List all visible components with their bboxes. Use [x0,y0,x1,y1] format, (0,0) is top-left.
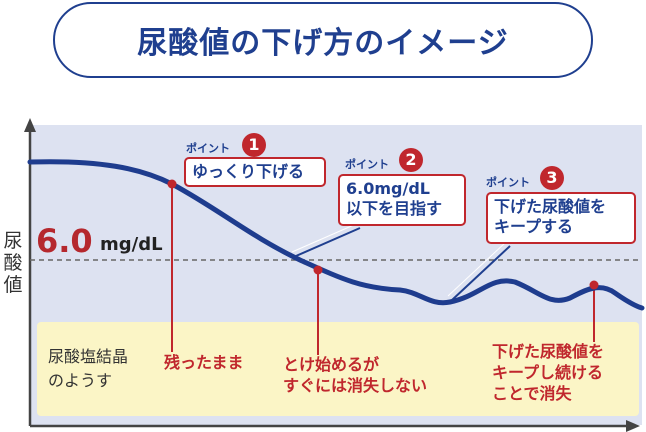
callout-pointer-2b [291,223,357,253]
x-axis-arrow [626,420,640,432]
point-1-number: 1 [242,133,266,157]
y-axis-label: 尿酸値 [3,230,23,296]
note-remains: 残ったまま [164,353,244,372]
threshold-unit: mg/dL [100,234,163,255]
page-title: 尿酸値の下げ方のイメージ [137,26,509,61]
point-2-number: 2 [399,148,423,172]
crystal-state-band [37,322,639,416]
title-banner: 尿酸値の下げ方のイメージ [53,2,593,78]
point-2-tag: ポイント [345,158,389,171]
y-axis-arrow [24,118,36,132]
point-3-callout: 下げた尿酸値を キープする [486,192,636,244]
callout-pointer-3b [447,241,507,297]
point-3-number: 3 [540,166,564,190]
point-1-callout: ゆっくり下げる [184,157,326,187]
callout-pointer-3 [451,245,511,301]
curve-marker-1 [167,179,177,189]
point-2-callout: 6.0mg/dL 以下を目指す [338,174,466,226]
point-1-tag: ポイント [186,142,230,155]
threshold-value: 6.0 [36,222,93,260]
point-3-tag: ポイント [486,176,530,189]
crystal-state-label: 尿酸塩結晶 のようす [48,347,129,390]
curve-marker-2 [313,265,323,275]
note-starts-dissolving: とけ始めるが すぐには消失しない [283,355,428,395]
note-disappears: 下げた尿酸値を キープし続ける ことで消失 [492,342,605,403]
callout-pointer-2 [295,227,361,257]
curve-marker-3 [589,280,599,290]
